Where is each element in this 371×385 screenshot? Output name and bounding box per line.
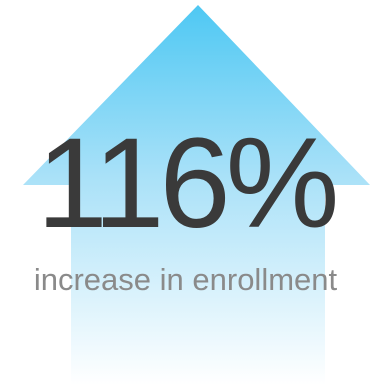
stat-value: 116% bbox=[36, 112, 340, 255]
stat-caption: increase in enrollment bbox=[33, 262, 338, 297]
